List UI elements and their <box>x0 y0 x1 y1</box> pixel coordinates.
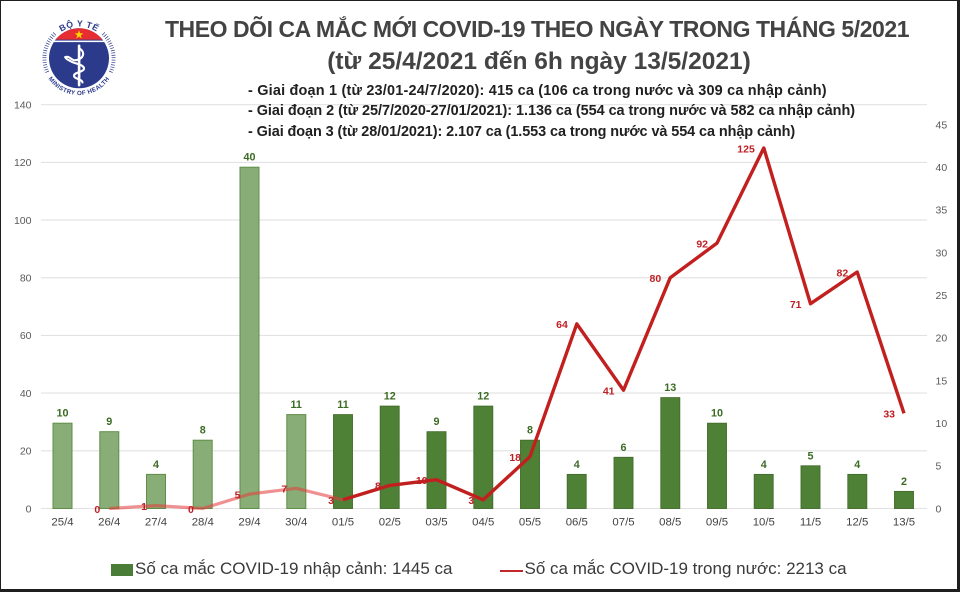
svg-text:71: 71 <box>790 299 802 311</box>
svg-text:40: 40 <box>20 388 32 400</box>
svg-text:12: 12 <box>384 391 396 403</box>
svg-text:6: 6 <box>620 442 626 454</box>
svg-text:35: 35 <box>936 205 948 217</box>
svg-text:7: 7 <box>281 484 287 496</box>
svg-text:125: 125 <box>737 143 755 155</box>
svg-text:13/5: 13/5 <box>893 517 915 529</box>
svg-text:8: 8 <box>375 481 381 493</box>
svg-text:12: 12 <box>477 391 489 403</box>
svg-text:4: 4 <box>854 459 860 471</box>
svg-text:60: 60 <box>20 330 32 342</box>
svg-text:1: 1 <box>141 501 147 513</box>
svg-text:27/4: 27/4 <box>145 517 167 529</box>
svg-text:15: 15 <box>936 375 948 387</box>
svg-text:5: 5 <box>936 461 942 473</box>
svg-text:92: 92 <box>696 238 708 250</box>
svg-text:4: 4 <box>761 459 767 471</box>
svg-text:33: 33 <box>883 409 895 421</box>
svg-text:01/5: 01/5 <box>332 517 354 529</box>
svg-text:25/4: 25/4 <box>51 517 73 529</box>
svg-text:09/5: 09/5 <box>706 517 728 529</box>
svg-text:11: 11 <box>337 399 348 411</box>
svg-text:11: 11 <box>290 399 301 411</box>
svg-text:64: 64 <box>556 319 568 331</box>
svg-text:07/5: 07/5 <box>612 517 634 529</box>
svg-text:80: 80 <box>20 273 32 285</box>
svg-text:30/4: 30/4 <box>285 517 307 529</box>
svg-text:140: 140 <box>14 100 32 112</box>
svg-text:08/5: 08/5 <box>659 517 681 529</box>
svg-text:BỘ Y TẾ: BỘ Y TẾ <box>57 18 100 34</box>
svg-text:12/5: 12/5 <box>846 517 868 529</box>
svg-text:05/5: 05/5 <box>519 517 541 529</box>
svg-text:4: 4 <box>153 459 159 471</box>
svg-text:2: 2 <box>901 476 907 488</box>
svg-text:9: 9 <box>106 416 112 428</box>
svg-text:40: 40 <box>243 152 255 164</box>
svg-text:8: 8 <box>527 425 533 437</box>
svg-text:20: 20 <box>20 446 32 458</box>
svg-text:03/5: 03/5 <box>425 517 447 529</box>
svg-text:06/5: 06/5 <box>566 517 588 529</box>
svg-text:120: 120 <box>14 157 32 169</box>
svg-text:40: 40 <box>936 162 948 174</box>
svg-text:26/4: 26/4 <box>98 517 120 529</box>
svg-text:10: 10 <box>936 418 948 430</box>
svg-text:8: 8 <box>200 425 206 437</box>
svg-text:45: 45 <box>936 119 948 131</box>
svg-text:41: 41 <box>603 386 615 398</box>
svg-text:3: 3 <box>468 495 474 507</box>
svg-text:10: 10 <box>416 475 428 487</box>
svg-text:80: 80 <box>650 273 662 285</box>
svg-text:0: 0 <box>94 504 100 516</box>
svg-text:82: 82 <box>837 267 849 279</box>
svg-text:13: 13 <box>664 382 676 394</box>
svg-text:0: 0 <box>26 503 32 515</box>
svg-text:10: 10 <box>711 408 723 420</box>
svg-text:100: 100 <box>14 215 32 227</box>
svg-text:5: 5 <box>807 450 813 462</box>
svg-text:9: 9 <box>433 416 439 428</box>
svg-text:10: 10 <box>56 408 68 420</box>
svg-text:29/4: 29/4 <box>238 517 260 529</box>
svg-text:11/5: 11/5 <box>800 517 821 529</box>
svg-text:04/5: 04/5 <box>472 517 494 529</box>
svg-text:30: 30 <box>936 247 948 259</box>
svg-text:5: 5 <box>235 489 241 501</box>
svg-text:20: 20 <box>936 333 948 345</box>
svg-text:3: 3 <box>328 495 334 507</box>
svg-text:28/4: 28/4 <box>192 517 214 529</box>
svg-text:0: 0 <box>188 504 194 516</box>
svg-text:25: 25 <box>936 290 948 302</box>
svg-text:4: 4 <box>574 459 580 471</box>
svg-text:0: 0 <box>936 503 942 515</box>
svg-text:10/5: 10/5 <box>753 517 775 529</box>
svg-text:18: 18 <box>509 452 521 464</box>
svg-text:02/5: 02/5 <box>379 517 401 529</box>
